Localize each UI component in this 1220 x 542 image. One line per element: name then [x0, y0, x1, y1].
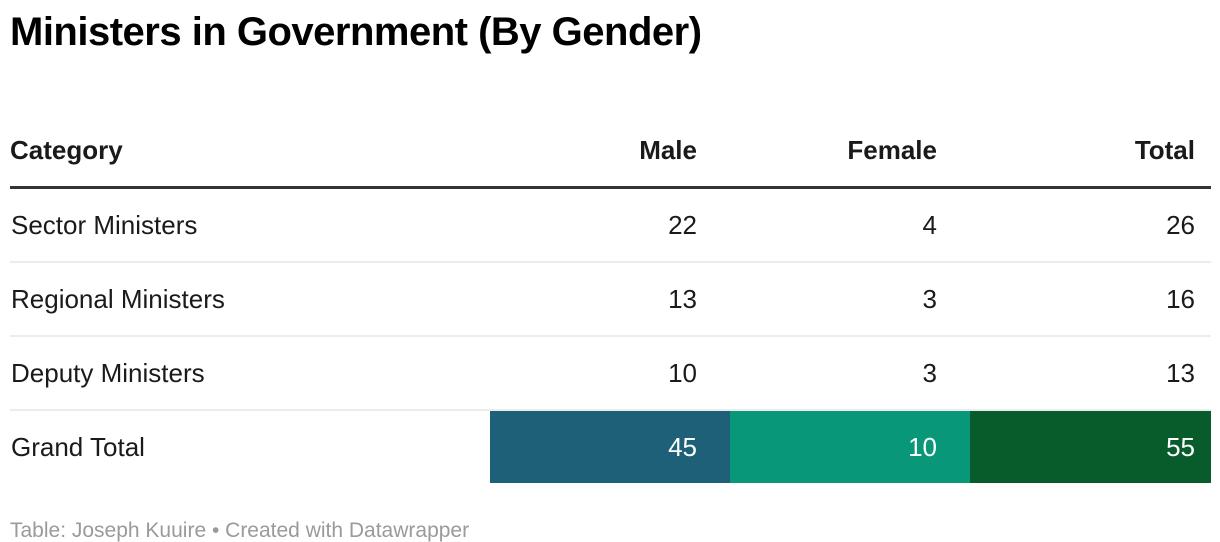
cell-male: 22 [490, 187, 730, 263]
cell-category: Deputy Ministers [10, 336, 490, 411]
cell-category-grand-total: Grand Total [11, 431, 145, 462]
cell-category: Regional Ministers [10, 262, 490, 337]
grand-total-row: Grand Total 45 10 55 [10, 410, 1211, 483]
column-header-total: Total [970, 56, 1211, 189]
table-row-regional-ministers: Regional Ministers 13 3 16 [10, 262, 1211, 337]
cell-total-grand-total: 55 [970, 410, 1211, 483]
cell-female: 4 [730, 187, 970, 263]
cell-female-grand-total: 10 [730, 410, 970, 483]
column-header-category: Category [10, 56, 490, 189]
ministers-by-gender-table: Category Male Female Total Sector Minist… [10, 56, 1211, 483]
cell-female: 3 [730, 336, 970, 411]
cell-male-grand-total: 45 [490, 410, 730, 483]
cell-total: 16 [970, 262, 1211, 337]
cell-category: Sector Ministers [10, 187, 490, 263]
column-header-male: Male [490, 56, 730, 189]
footer-credit: Table: Joseph Kuuire • Created with Data… [10, 519, 470, 542]
cell-total: 26 [970, 187, 1211, 263]
table-header-row: Category Male Female Total [10, 56, 1211, 189]
cell-male: 13 [490, 262, 730, 337]
cell-total: 13 [970, 336, 1211, 411]
table-row-sector-ministers: Sector Ministers 22 4 26 [10, 187, 1211, 263]
cell-male: 10 [490, 336, 730, 411]
page-title: Ministers in Government (By Gender) [10, 10, 702, 54]
cell-female: 3 [730, 262, 970, 337]
table-row-deputy-ministers: Deputy Ministers 10 3 13 [10, 336, 1211, 411]
column-header-female: Female [730, 56, 970, 189]
